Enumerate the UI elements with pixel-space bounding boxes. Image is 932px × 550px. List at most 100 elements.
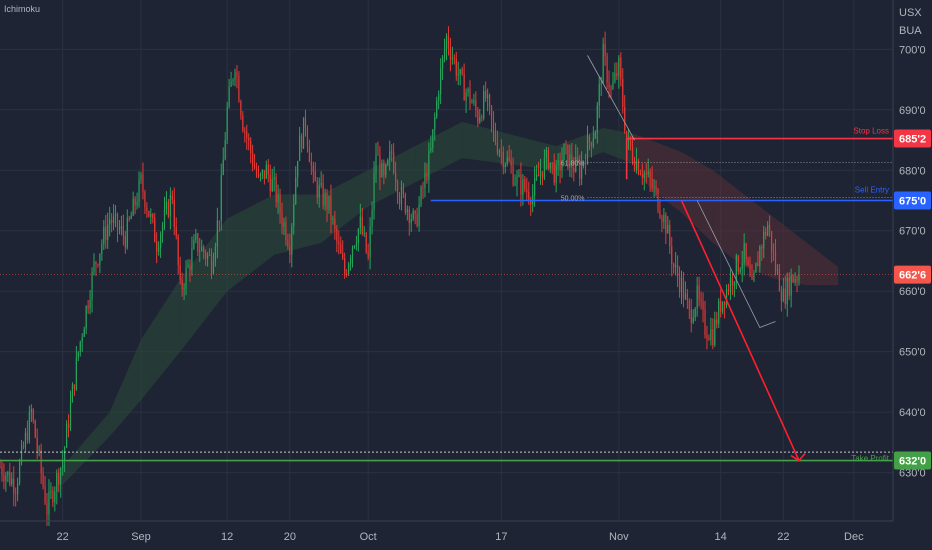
candle-body	[473, 100, 475, 103]
trade-levels: Take Profit Sell Entry Stop Loss 61.80% 50.0…	[0, 127, 893, 463]
candle-body	[13, 478, 15, 494]
candle-body	[459, 69, 461, 75]
candle-body	[422, 187, 424, 189]
candle-body	[107, 224, 109, 240]
price-tick-label: 650'0	[899, 347, 926, 359]
candle-body	[498, 151, 500, 153]
candle-body	[592, 138, 594, 147]
candle-body	[394, 172, 397, 183]
candle-body	[725, 289, 728, 306]
candle-body	[252, 152, 254, 166]
candle-body	[142, 174, 144, 192]
candle-body	[518, 174, 520, 177]
candle-body	[782, 288, 784, 302]
candle-body	[522, 179, 524, 196]
candle-body	[414, 211, 416, 214]
candle-body	[751, 275, 753, 280]
candle-body	[434, 116, 436, 130]
cloud-segment	[650, 140, 682, 213]
candle-body	[36, 437, 38, 451]
candle-body	[199, 251, 201, 253]
candle-body	[11, 478, 13, 485]
candle-body	[416, 213, 418, 227]
candle-body	[702, 302, 704, 310]
candle-body	[424, 172, 426, 189]
candle-body	[688, 300, 690, 310]
indicator-label[interactable]: Ichimoku	[4, 4, 41, 14]
candlesticks	[0, 26, 800, 526]
candle-body	[671, 246, 673, 264]
current-price-tag-value: 662'6	[899, 270, 926, 282]
price-axis[interactable]: USX BUA 630'0 640'0 650'0 660'0 670'0 680'0 690'…	[892, 0, 931, 521]
candle-body	[767, 224, 769, 236]
candle-body	[173, 199, 175, 227]
projection-arrowhead	[790, 453, 806, 462]
candle-body	[112, 216, 115, 223]
candle-body	[772, 251, 775, 253]
candle-body	[324, 193, 326, 206]
candle-body	[494, 129, 497, 143]
candle-body	[547, 149, 549, 169]
price-axis-title-line1: USX	[899, 7, 922, 19]
candle-body	[655, 186, 657, 190]
candle-body	[18, 462, 21, 484]
candle-body	[573, 167, 575, 172]
sell-entry-label: Sell Entry	[855, 186, 889, 195]
candle-body	[684, 293, 687, 299]
candle-body	[365, 232, 367, 253]
candle-body	[432, 129, 434, 148]
candle-body	[508, 157, 510, 161]
candle-body	[678, 276, 681, 293]
candle-body	[406, 209, 408, 213]
candle-body	[22, 445, 25, 448]
candle-body	[9, 471, 11, 485]
candle-body	[71, 384, 74, 403]
candle-body	[776, 269, 779, 271]
candle-body	[232, 79, 234, 82]
candle-body	[1, 466, 3, 476]
candle-body	[85, 306, 87, 329]
candle-body	[138, 179, 140, 203]
time-axis[interactable]: 22 Sep 12 20 Oct 17 Nov 14 22 Dec	[0, 520, 893, 543]
time-tick-label: 17	[495, 531, 507, 543]
candle-body	[436, 100, 438, 117]
candle-body	[620, 57, 622, 80]
candle-body	[342, 253, 344, 259]
candle-body	[455, 58, 457, 76]
candle-body	[114, 213, 117, 217]
candle-body	[279, 193, 281, 214]
candle-body	[203, 246, 205, 253]
candle-body	[502, 151, 504, 168]
candle-body	[445, 35, 448, 50]
candle-body	[295, 177, 297, 204]
candle-body	[201, 246, 203, 252]
candle-body	[788, 277, 790, 296]
sell-entry-tag-box	[894, 191, 931, 210]
candle-body	[54, 491, 56, 503]
candle-body	[629, 136, 632, 147]
candle-body	[64, 447, 66, 462]
candle-body	[596, 105, 598, 133]
current-price-tag-box	[894, 265, 931, 284]
candle-body	[30, 409, 32, 412]
candle-body	[602, 43, 604, 84]
candle-body	[101, 244, 103, 254]
candle-body	[635, 160, 638, 170]
candle-body	[205, 252, 207, 259]
candle-body	[257, 174, 260, 176]
candle-body	[56, 472, 58, 492]
candle-body	[62, 461, 64, 469]
candle-body	[122, 226, 124, 236]
candle-body	[322, 183, 324, 206]
candle-body	[347, 264, 350, 275]
candle-body	[60, 468, 62, 485]
candle-body	[659, 210, 661, 218]
cloud-segment	[227, 194, 275, 292]
candle-body	[396, 182, 399, 196]
candle-body	[412, 211, 414, 220]
candle-body	[134, 198, 136, 206]
candle-body	[353, 246, 356, 248]
candle-body	[571, 154, 573, 168]
candle-body	[330, 195, 332, 221]
